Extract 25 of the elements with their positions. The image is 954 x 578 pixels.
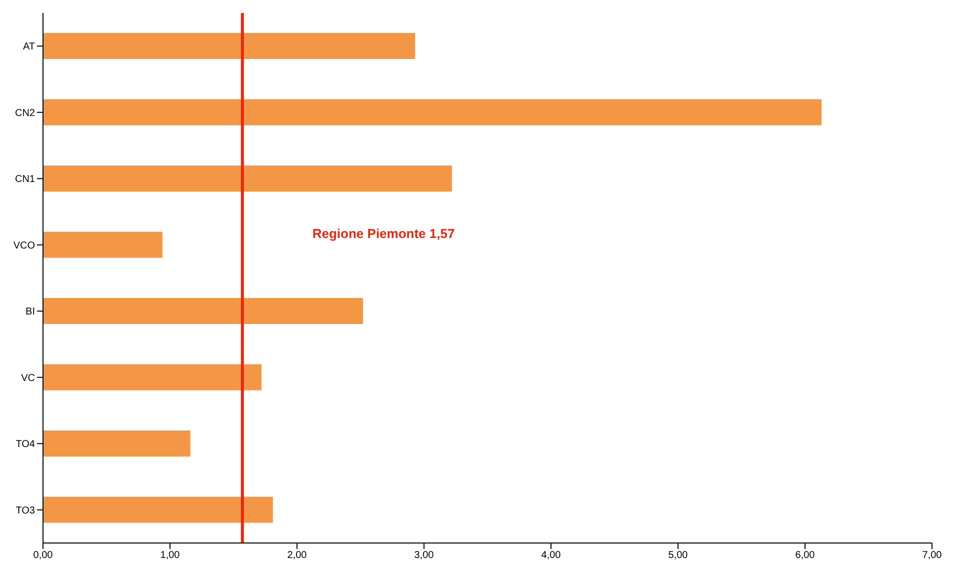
bar <box>43 166 452 192</box>
x-tick-label: 2,00 <box>287 550 308 562</box>
x-tick-label: 1,00 <box>160 550 180 562</box>
x-tick-label: 3,00 <box>414 550 434 562</box>
y-tick-label: BI <box>26 306 35 318</box>
y-tick-label: VC <box>21 372 35 384</box>
bar <box>43 496 273 523</box>
x-tick-label: 5,00 <box>668 550 688 562</box>
y-tick-label: VCO <box>13 240 36 252</box>
y-tick-label: AT <box>22 42 35 53</box>
y-tick-label: CN1 <box>14 174 36 186</box>
bar <box>43 298 364 324</box>
y-tick-label: CN2 <box>14 108 36 119</box>
ref-line-label: Regione Piemonte 1,57 <box>312 226 455 241</box>
bar <box>43 33 416 59</box>
x-tick-label: 7,00 <box>922 550 942 562</box>
x-tick-label: 6,00 <box>795 550 816 562</box>
y-tick-label: TO3 <box>16 505 36 516</box>
bar <box>43 232 162 258</box>
x-tick-label: 4,00 <box>541 550 562 562</box>
bar <box>43 364 262 390</box>
x-tick-label: 0,00 <box>33 550 54 562</box>
y-tick-label: TO4 <box>16 439 36 450</box>
bar <box>43 99 822 126</box>
bar <box>43 430 190 456</box>
